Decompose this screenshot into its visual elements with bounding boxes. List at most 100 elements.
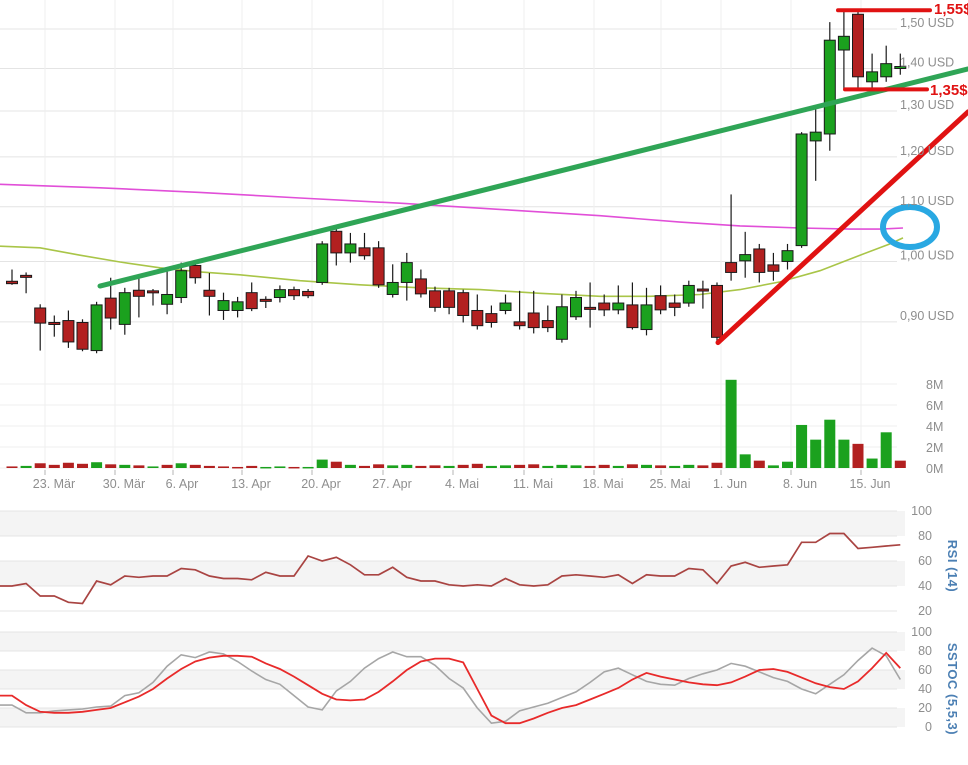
- stoch-slow-line: [0, 651, 901, 725]
- volume-bar: [782, 461, 793, 468]
- candle-body: [316, 243, 329, 283]
- volume-bar: [457, 464, 469, 468]
- ma-long-line: [0, 183, 904, 230]
- volume-bar: [725, 379, 737, 468]
- date-axis-label: 4. Mai: [445, 477, 479, 491]
- support-trendline-green: [97, 66, 968, 289]
- volume-bar: [711, 462, 723, 468]
- candle-body: [809, 131, 822, 142]
- candle-body: [34, 307, 47, 324]
- volume-bar: [175, 463, 187, 468]
- stoch-axis-label: 40: [918, 682, 932, 696]
- candle-body: [781, 250, 794, 262]
- date-axis-label: 11. Mai: [513, 477, 553, 491]
- volume-bar: [641, 464, 652, 468]
- rsi-axis-label: 20: [918, 604, 932, 618]
- candle-body: [880, 63, 893, 78]
- date-axis-label: 25. Mai: [650, 477, 691, 491]
- volume-bar: [20, 465, 32, 468]
- rsi-axis-label: 80: [918, 529, 932, 543]
- rsi-line: [0, 532, 901, 605]
- price-axis-label: 1,20 USD: [900, 144, 954, 158]
- volume-bar: [753, 460, 765, 468]
- candle-body: [175, 270, 188, 299]
- candle-body: [372, 247, 385, 286]
- candle-body: [555, 306, 568, 340]
- candle-body: [612, 302, 625, 311]
- volume-bar: [232, 466, 244, 469]
- stoch-stripe: [0, 632, 905, 651]
- gridlines: [0, 0, 897, 728]
- candle-body: [386, 281, 399, 295]
- date-axis-label: 1. Jun: [713, 477, 747, 491]
- candle-body: [499, 302, 512, 311]
- price-axis-label: 1,50 USD: [900, 16, 954, 30]
- volume-bar: [443, 465, 455, 468]
- volume-bar: [429, 465, 441, 468]
- candle-body: [471, 309, 484, 327]
- volume-bar: [612, 465, 624, 468]
- volume-bar: [260, 466, 272, 469]
- stoch-stripe: [0, 670, 905, 689]
- volume-bar: [387, 465, 399, 468]
- volume-bar: [542, 465, 554, 468]
- support-trendline-red: [715, 109, 968, 346]
- volume-bar: [824, 419, 836, 468]
- candle-body: [400, 262, 413, 283]
- candle-body: [894, 66, 907, 70]
- volume-bar: [669, 465, 681, 468]
- chart-render-root: 1,50 USD 1,40 USD 1,30 USD 1,20 USD 1,10 USD…: [0, 0, 968, 734]
- volume-bars: [6, 379, 906, 469]
- volume-bar: [796, 424, 808, 468]
- rsi-stripe: [0, 511, 905, 536]
- resistance-price-label: 1,55$: [934, 1, 968, 18]
- stoch-axis-label: 20: [918, 701, 932, 715]
- date-axis-label: 27. Apr: [372, 477, 412, 491]
- volume-bar: [34, 463, 46, 468]
- candle-body: [429, 290, 441, 308]
- volume-bar: [683, 464, 695, 468]
- candle-body: [104, 297, 117, 319]
- candle-body: [584, 306, 597, 310]
- candle-body: [711, 284, 723, 338]
- date-axis-label: 20. Apr: [301, 477, 341, 491]
- candle-body: [414, 278, 427, 295]
- volume-bar: [810, 439, 822, 468]
- volume-bar: [302, 466, 314, 469]
- candle-body: [203, 289, 216, 297]
- candle-body: [302, 290, 315, 297]
- rsi-axis-label: 40: [918, 579, 932, 593]
- volume-bar: [852, 443, 864, 468]
- candle-body: [654, 295, 667, 311]
- candle-body: [485, 313, 498, 323]
- volume-bar: [161, 464, 173, 468]
- candle-body: [245, 292, 258, 310]
- candle-body: [513, 321, 526, 327]
- panel-stripes: [0, 511, 905, 727]
- candle-body: [696, 288, 709, 292]
- volume-bar: [6, 466, 18, 468]
- stoch-axis-label: 60: [918, 663, 932, 677]
- price-axis-label: 1,10 USD: [900, 194, 954, 208]
- candle-body: [823, 39, 836, 135]
- volume-bar: [203, 465, 215, 468]
- candle-body: [443, 290, 456, 308]
- volume-bar: [62, 462, 74, 468]
- volume-bar: [485, 465, 497, 468]
- stoch-axis-label: 80: [918, 644, 932, 658]
- candle-body: [668, 302, 681, 308]
- date-axis-label: 6. Apr: [166, 477, 199, 491]
- candle-body: [767, 264, 780, 272]
- stoch-fast-line: [0, 647, 901, 725]
- candle-body: [795, 133, 808, 247]
- price-axis-label: 1,30 USD: [900, 98, 954, 112]
- volume-axis-label: 0M: [926, 462, 943, 476]
- volume-bar: [119, 464, 131, 468]
- volume-bar: [838, 439, 850, 468]
- volume-bar: [528, 464, 540, 468]
- candle-body: [147, 290, 159, 294]
- volume-bar: [415, 465, 427, 468]
- volume-bar: [471, 463, 483, 468]
